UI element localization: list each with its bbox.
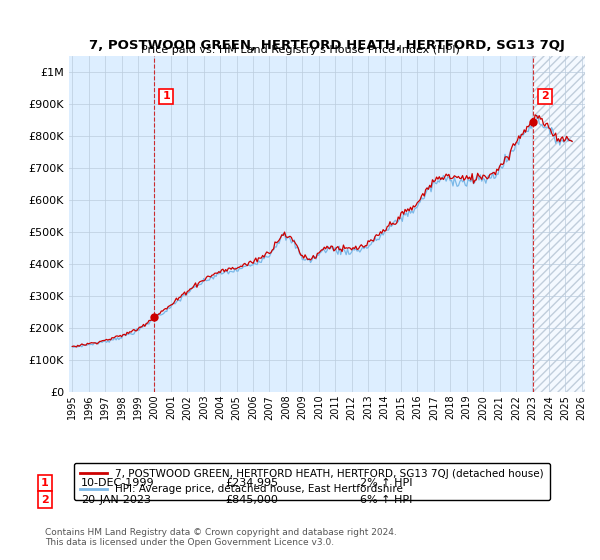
Text: Contains HM Land Registry data © Crown copyright and database right 2024.
This d: Contains HM Land Registry data © Crown c… — [45, 528, 397, 547]
Bar — [533, 56, 585, 392]
Text: 2: 2 — [541, 91, 549, 101]
Text: 10-DEC-1999: 10-DEC-1999 — [81, 478, 155, 488]
Legend: 7, POSTWOOD GREEN, HERTFORD HEATH, HERTFORD, SG13 7QJ (detached house), HPI: Ave: 7, POSTWOOD GREEN, HERTFORD HEATH, HERTF… — [74, 463, 550, 501]
Text: £845,000: £845,000 — [225, 494, 278, 505]
Text: £234,995: £234,995 — [225, 478, 278, 488]
Text: 20-JAN-2023: 20-JAN-2023 — [81, 494, 151, 505]
Text: Price paid vs. HM Land Registry's House Price Index (HPI): Price paid vs. HM Land Registry's House … — [140, 45, 460, 55]
Text: 1: 1 — [162, 91, 170, 101]
Bar — [533, 56, 585, 392]
Text: 6% ↑ HPI: 6% ↑ HPI — [360, 494, 412, 505]
Title: 7, POSTWOOD GREEN, HERTFORD HEATH, HERTFORD, SG13 7QJ: 7, POSTWOOD GREEN, HERTFORD HEATH, HERTF… — [89, 39, 565, 52]
Text: 1: 1 — [41, 478, 49, 488]
Text: 2: 2 — [41, 494, 49, 505]
Text: 2% ↑ HPI: 2% ↑ HPI — [360, 478, 413, 488]
